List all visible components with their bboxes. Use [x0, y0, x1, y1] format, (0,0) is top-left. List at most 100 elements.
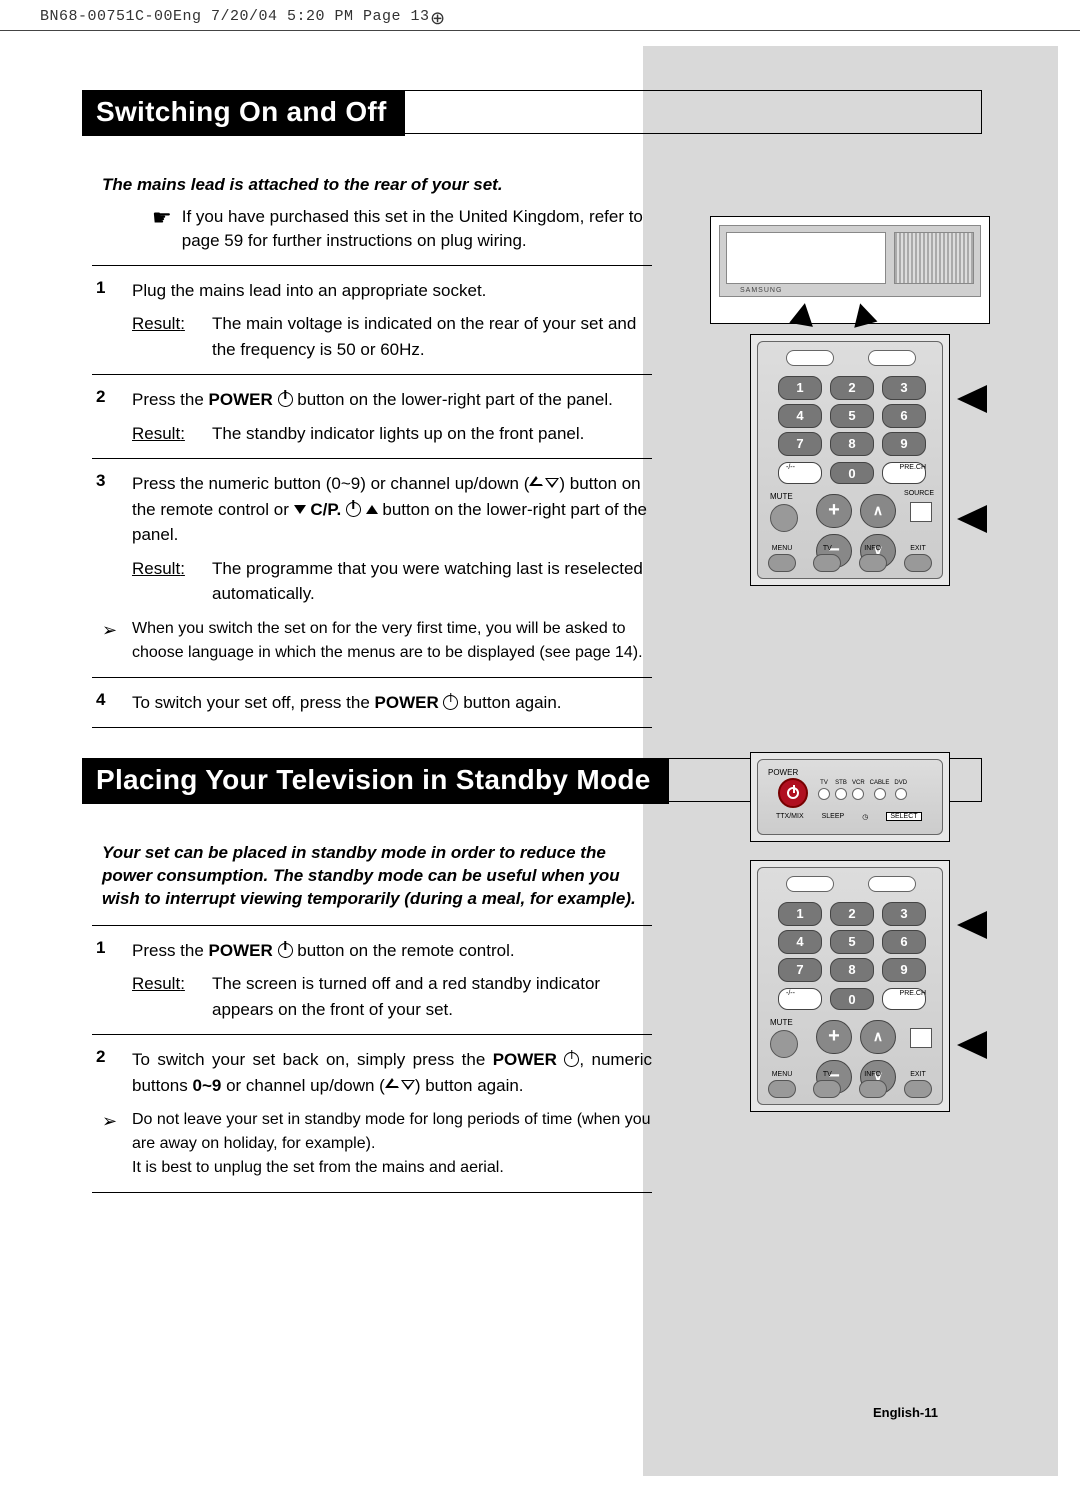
- step-2: 2 Press the POWER button on the lower-ri…: [92, 374, 652, 458]
- pill-button: [786, 350, 834, 366]
- result-label: Result:: [132, 971, 212, 1022]
- top-pill-row: [786, 876, 916, 892]
- note-arrow-icon: ➢: [102, 617, 132, 665]
- sleep-icon: ◷: [862, 813, 868, 821]
- num-7: 7: [778, 432, 822, 456]
- mode-cable: CABLE: [870, 780, 890, 800]
- section-title-2: Placing Your Television in Standby Mode: [82, 758, 669, 804]
- mode-dvd: DVD: [894, 780, 907, 800]
- step-text: Press the POWER button on the lower-righ…: [132, 387, 652, 413]
- tv-logo: SAMSUNG: [740, 287, 782, 294]
- updown-icon: [529, 476, 559, 490]
- source-button: [910, 502, 932, 522]
- tv-body: SAMSUNG: [719, 225, 981, 297]
- mute-button: [770, 504, 798, 532]
- s2-step-1: 1 Press the POWER button on the remote c…: [92, 925, 652, 1035]
- num-8: 8: [830, 432, 874, 456]
- pointer-arrow-icon: [957, 505, 987, 533]
- pill-button: [868, 876, 916, 892]
- mute-label: MUTE: [770, 492, 793, 501]
- num-0: 0: [830, 462, 874, 484]
- s2-step-2: 2 To switch your set back on, simply pre…: [92, 1034, 652, 1193]
- page: Switching On and Off The mains lead is a…: [22, 40, 1058, 1480]
- remote-illustration-1: 1 2 3 4 5 6 7 8 9 0 -/-- PRE.CH MUTE SOU…: [750, 334, 950, 586]
- step-body: To switch your set back on, simply press…: [132, 1047, 652, 1180]
- fn-row: TTX/MIX SLEEP ◷ SELECT: [776, 812, 922, 821]
- sleep-label: SLEEP: [822, 813, 845, 820]
- result-row: Result: The standby indicator lights up …: [132, 421, 652, 447]
- tv-arrows: [791, 303, 875, 325]
- num-4: 4: [778, 930, 822, 954]
- vol-plus: +: [816, 1020, 852, 1054]
- result-row: Result: The programme that you were watc…: [132, 556, 652, 607]
- result-text: The standby indicator lights up on the f…: [212, 421, 652, 447]
- num-9: 9: [882, 958, 926, 982]
- step-text: Plug the mains lead into an appropriate …: [132, 278, 652, 304]
- num-6: 6: [882, 404, 926, 428]
- power-label: POWER: [768, 768, 798, 777]
- result-text: The screen is turned off and a red stand…: [212, 971, 652, 1022]
- exit-btn: EXIT: [904, 545, 932, 572]
- bottom-row: MENU TV INFO EXIT: [768, 1071, 932, 1098]
- step-num: 1: [92, 278, 132, 363]
- power-icon: [346, 502, 361, 517]
- vol-plus: +: [816, 494, 852, 528]
- step-1: 1 Plug the mains lead into an appropriat…: [92, 265, 652, 375]
- step-body: Plug the mains lead into an appropriate …: [132, 278, 652, 363]
- step-body: Press the numeric button (0~9) or channe…: [132, 471, 652, 665]
- num-1: 1: [778, 376, 822, 400]
- num-3: 3: [882, 376, 926, 400]
- top-pill-row: [786, 350, 916, 366]
- step-body: Press the POWER button on the remote con…: [132, 938, 652, 1023]
- ttx-label: TTX/MIX: [776, 813, 804, 820]
- intro-1: The mains lead is attached to the rear o…: [102, 174, 662, 197]
- num-9: 9: [882, 432, 926, 456]
- pointer-arrow-icon: [957, 385, 987, 413]
- remote-body: POWER TV STB VCR CABLE DVD TTX/MIX SLEEP…: [757, 759, 943, 835]
- pointer-text: If you have purchased this set in the Un…: [182, 205, 652, 253]
- note-text: When you switch the set on for the very …: [132, 617, 652, 665]
- prech-label: PRE.CH: [900, 990, 926, 997]
- step-4: 4 To switch your set off, press the POWE…: [92, 677, 652, 729]
- menu-btn: MENU: [768, 545, 796, 572]
- section-heading-1: Switching On and Off: [82, 90, 982, 134]
- source-button: [910, 1028, 932, 1048]
- result-label: Result:: [132, 556, 212, 607]
- pointer-arrow-icon: [957, 1031, 987, 1059]
- mute-label: MUTE: [770, 1018, 793, 1027]
- down-icon: [294, 505, 306, 514]
- num-7: 7: [778, 958, 822, 982]
- result-row: Result: The main voltage is indicated on…: [132, 311, 652, 362]
- num-2: 2: [830, 376, 874, 400]
- tv-speaker: [894, 232, 974, 284]
- step-num: 4: [92, 690, 132, 716]
- step-text: Press the POWER button on the remote con…: [132, 938, 652, 964]
- mode-stb: STB: [835, 780, 847, 800]
- ch-up: ∧: [860, 494, 896, 528]
- pointer-arrow-icon: [957, 911, 987, 939]
- remote-body: 1 2 3 4 5 6 7 8 9 0 -/-- PRE.CH MUTE SOU…: [757, 341, 943, 579]
- info-btn: INFO: [859, 1071, 887, 1098]
- num-1: 1: [778, 902, 822, 926]
- result-label: Result:: [132, 421, 212, 447]
- intro-2: Your set can be placed in standby mode i…: [102, 842, 642, 911]
- page-footer: English-11: [873, 1405, 938, 1420]
- step-body: Press the POWER button on the lower-righ…: [132, 387, 652, 446]
- mode-tv: TV: [818, 780, 830, 800]
- arrow-icon: [849, 300, 878, 327]
- result-row: Result: The screen is turned off and a r…: [132, 971, 652, 1022]
- bottom-row: MENU TV INFO EXIT: [768, 545, 932, 572]
- crop-rule: [0, 0, 1080, 40]
- hand-pointer-icon: ☛: [152, 207, 172, 253]
- mode-row: TV STB VCR CABLE DVD: [818, 780, 907, 800]
- pill-button: [868, 350, 916, 366]
- step-body: To switch your set off, press the POWER …: [132, 690, 652, 716]
- power-icon: [278, 392, 293, 407]
- num-5: 5: [830, 404, 874, 428]
- dash-label: -/--: [786, 464, 795, 471]
- result-text: The main voltage is indicated on the rea…: [212, 311, 652, 362]
- remote-illustration-2: POWER TV STB VCR CABLE DVD TTX/MIX SLEEP…: [750, 752, 950, 842]
- tv-btn: TV: [813, 545, 841, 572]
- step-3: 3 Press the numeric button (0~9) or chan…: [92, 458, 652, 677]
- power-button: [778, 778, 808, 808]
